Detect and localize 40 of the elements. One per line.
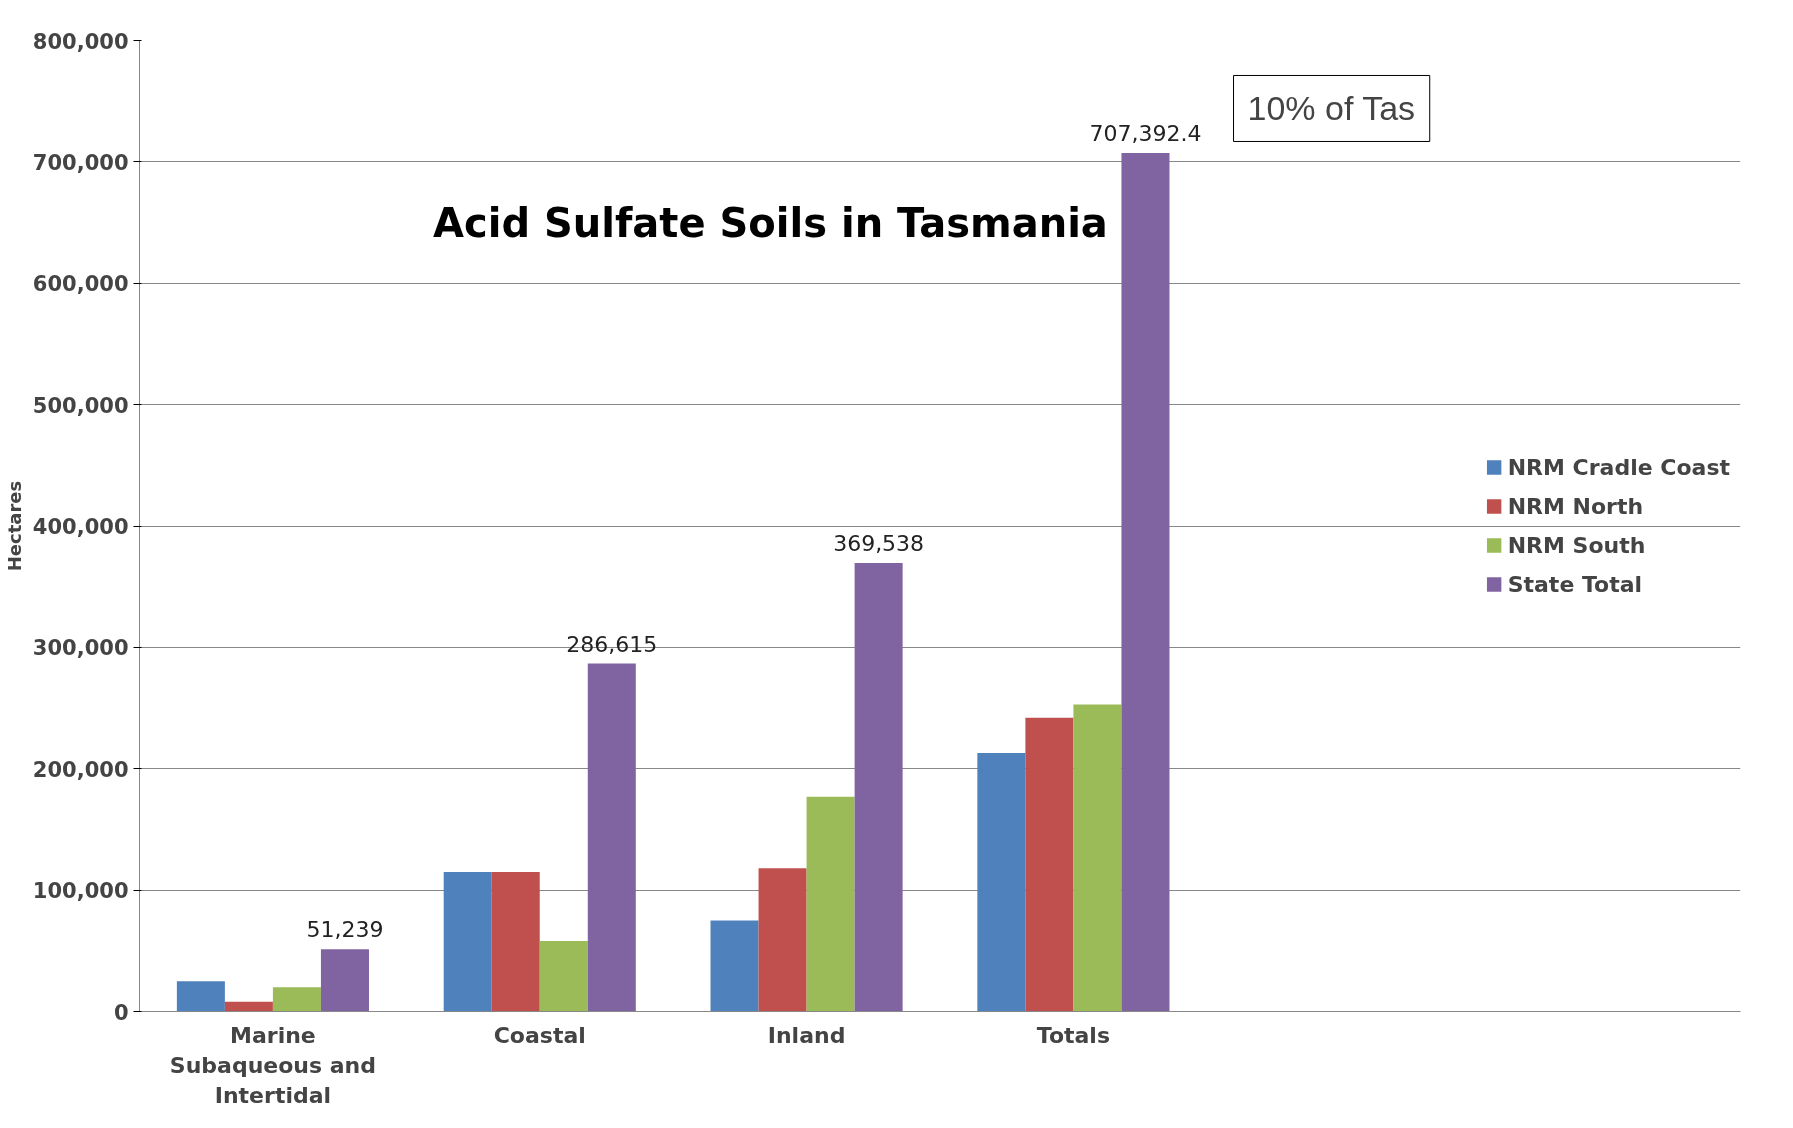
legend-label: NRM North — [1507, 493, 1644, 519]
data-label: 51,239 — [306, 917, 384, 943]
bar — [272, 987, 321, 1012]
text: 10% of Tas — [1247, 89, 1416, 128]
bar — [587, 663, 636, 1012]
bar — [710, 920, 759, 1012]
data-label: 286,615 — [566, 631, 658, 657]
legend-label: NRM Cradle Coast — [1507, 454, 1730, 480]
y-tick-label: 800,000 — [32, 29, 129, 54]
bar — [977, 752, 1026, 1012]
y-tick-label: 600,000 — [32, 272, 129, 297]
bar — [443, 871, 492, 1012]
bar — [224, 1001, 273, 1012]
bar — [491, 871, 540, 1012]
x-tick-label: Marine Subaqueous and Intertidal — [169, 1022, 377, 1108]
x-tick-label: Inland — [767, 1022, 846, 1048]
y-tick-label: 0 — [113, 1000, 129, 1025]
x-tick-label: Totals — [1036, 1022, 1111, 1048]
legend-label: State Total — [1507, 571, 1643, 597]
bar — [1073, 704, 1122, 1012]
bar — [539, 941, 588, 1012]
bar — [1025, 717, 1074, 1012]
y-axis-title: Hectares — [3, 480, 25, 572]
data-label: 369,538 — [833, 530, 925, 556]
bar — [758, 868, 807, 1012]
y-tick-label: 300,000 — [32, 636, 129, 661]
data-label: 707,392.4 — [1089, 120, 1202, 146]
bar — [806, 796, 855, 1012]
y-tick-label: 200,000 — [32, 757, 129, 782]
bar — [320, 949, 369, 1012]
y-tick-label: 500,000 — [32, 393, 129, 418]
x-tick-label: Coastal — [493, 1022, 586, 1048]
y-tick-label: 400,000 — [32, 515, 129, 539]
legend-label: NRM South — [1507, 532, 1646, 558]
text: Acid Sulfate Soils in Tasmania — [433, 199, 1108, 246]
y-tick-label: 700,000 — [32, 150, 129, 175]
y-tick-label: 100,000 — [32, 879, 129, 904]
bar — [176, 981, 225, 1012]
bar — [854, 562, 903, 1012]
bar — [1121, 152, 1170, 1012]
